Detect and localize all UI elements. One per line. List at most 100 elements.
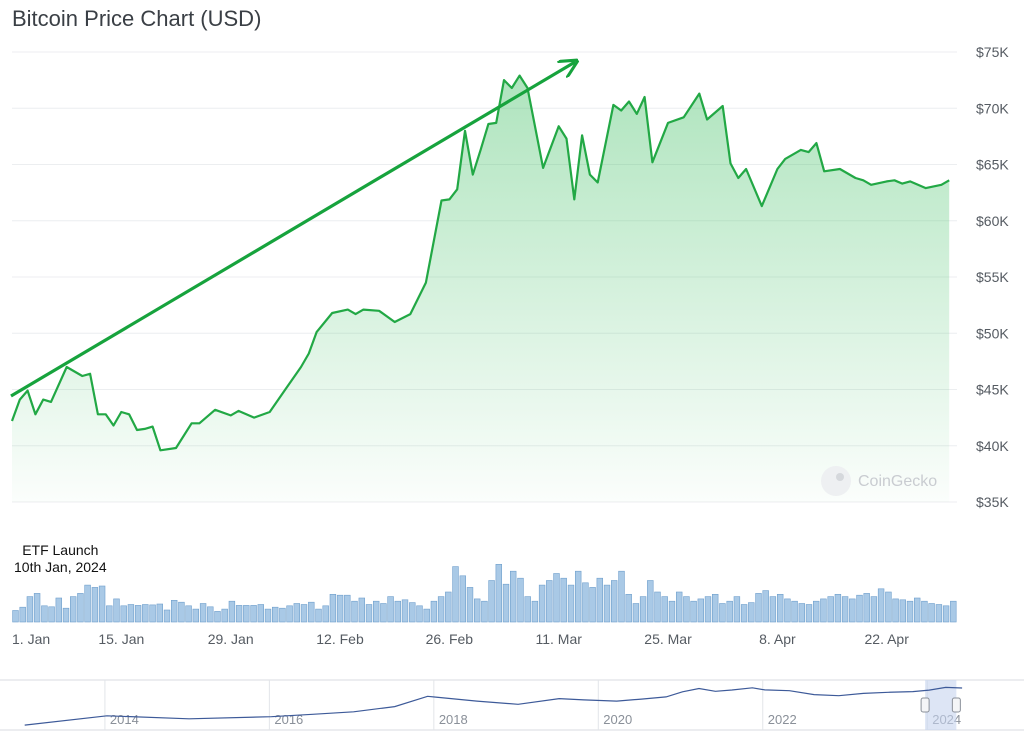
coingecko-logo-icon [821, 466, 851, 496]
volume-bar [26, 596, 34, 623]
volume-bar [192, 608, 199, 623]
volume-bar [827, 596, 834, 623]
x-tick-label: 25. Mar [644, 631, 692, 647]
volume-bar [719, 603, 726, 623]
volume-bar [308, 601, 315, 623]
navigator-year-label: 2018 [439, 712, 468, 727]
volume-bar [401, 599, 409, 623]
volume-bar [12, 610, 19, 623]
price-area [10, 74, 950, 502]
volume-bar [293, 603, 300, 623]
volume-bar [618, 570, 625, 623]
y-tick-label: $75K [976, 44, 1009, 60]
volume-bar [805, 604, 813, 623]
volume-bar [675, 591, 683, 623]
volume-bar [935, 604, 943, 623]
navigator-left-handle[interactable] [920, 697, 930, 713]
volume-bar [632, 603, 640, 623]
volume-bar [409, 602, 416, 623]
volume-bar [55, 597, 63, 623]
volume-bar [279, 607, 286, 623]
volume-bar [885, 591, 892, 623]
volume-bar [113, 598, 120, 623]
volume-bar [546, 580, 553, 623]
volume-bar [899, 599, 907, 623]
volume-bar [199, 603, 207, 623]
volume-bar [776, 593, 784, 623]
volume-bar [149, 604, 156, 623]
volume-bar [62, 607, 70, 623]
volume-bar [683, 596, 690, 623]
volume-bar [870, 596, 878, 623]
volume-bar [142, 604, 149, 623]
volume-bar [134, 605, 142, 623]
volume-bar [437, 596, 445, 623]
annotation-line-2: 10th Jan, 2024 [14, 559, 107, 575]
y-tick-label: $65K [976, 157, 1009, 173]
volume-bar [784, 598, 791, 623]
volume-bar [950, 600, 957, 623]
volume-bar [430, 600, 438, 623]
price-area-fill [12, 75, 950, 502]
volume-bar [834, 593, 842, 623]
y-tick-label: $70K [976, 100, 1009, 116]
volume-bar [380, 603, 387, 623]
volume-bar [98, 585, 106, 623]
volume-bar [264, 608, 272, 623]
volume-bar [668, 600, 676, 623]
volume-bar [755, 593, 762, 623]
volume-bar [495, 563, 502, 623]
navigator-year-label: 2022 [768, 712, 797, 727]
volume-bar [639, 596, 647, 623]
navigator[interactable]: 201420162018202020222024 [0, 679, 1024, 731]
volume-bar [445, 591, 452, 623]
trend-arrow [10, 62, 575, 398]
volume-bar [358, 597, 365, 623]
volume-bar [942, 605, 950, 623]
x-tick-label: 29. Jan [208, 631, 254, 647]
volume-bar [553, 573, 560, 623]
y-axis-labels: $35K $40K $45K $50K $55K $60K $65K $70K $75K [976, 44, 1009, 510]
volume-bar [748, 602, 755, 623]
volume-bar [221, 608, 228, 623]
volume-bar [127, 604, 135, 623]
volume-bar [214, 611, 221, 623]
price-line [10, 74, 950, 452]
volume-bar [473, 598, 481, 623]
volume-bar [178, 601, 185, 623]
volume-bar [228, 600, 236, 623]
volume-bar [91, 587, 99, 623]
x-axis-labels: 1. Jan 15. Jan 29. Jan 12. Feb 26. Feb 11. Ma… [12, 631, 909, 647]
volume-bar [798, 603, 806, 623]
volume-bar [48, 606, 55, 623]
y-tick-label: $50K [976, 325, 1009, 341]
volume-bar [567, 584, 575, 623]
x-tick-label: 26. Feb [426, 631, 474, 647]
annotation-line-1: ETF Launch [22, 542, 99, 558]
volume-bar [243, 605, 250, 623]
volume-bar [488, 580, 495, 623]
volume-bar [452, 566, 459, 623]
volume-bar [697, 598, 705, 623]
volume-bar [315, 608, 322, 623]
navigator-right-handle[interactable] [951, 697, 961, 713]
volume-bar [286, 605, 293, 623]
volume-bars [12, 563, 957, 623]
volume-bar [589, 587, 596, 623]
volume-bar [207, 606, 214, 623]
volume-bar [235, 605, 243, 623]
volume-bar [654, 591, 661, 623]
y-tick-label: $60K [976, 213, 1009, 229]
volume-bar [423, 608, 430, 623]
volume-bar [372, 600, 380, 623]
volume-bar [41, 605, 48, 623]
volume-bar [603, 584, 611, 623]
x-tick-label: 12. Feb [316, 631, 364, 647]
volume-bar [163, 609, 171, 623]
volume-bar [70, 596, 77, 623]
volume-bar [106, 605, 113, 623]
volume-bar [394, 600, 401, 623]
volume-bar [574, 570, 582, 623]
volume-bar [625, 593, 632, 623]
